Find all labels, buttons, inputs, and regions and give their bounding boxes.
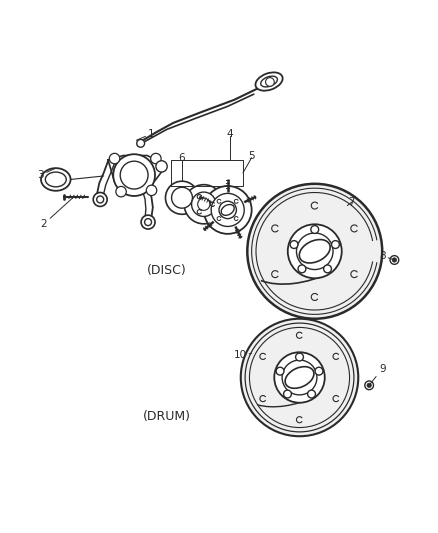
Circle shape [219, 201, 237, 219]
Circle shape [211, 193, 244, 227]
Circle shape [390, 256, 399, 264]
Circle shape [288, 224, 342, 278]
Circle shape [311, 225, 319, 233]
Circle shape [296, 353, 304, 361]
Text: 4: 4 [226, 129, 233, 139]
Circle shape [298, 265, 306, 273]
Circle shape [332, 240, 339, 248]
Circle shape [191, 192, 216, 216]
Circle shape [156, 161, 167, 172]
Text: (DRUM): (DRUM) [143, 410, 191, 423]
Text: 8: 8 [379, 251, 394, 261]
Text: 7: 7 [347, 197, 355, 207]
Ellipse shape [221, 205, 234, 215]
Circle shape [276, 367, 284, 375]
Circle shape [120, 161, 148, 189]
Circle shape [282, 360, 317, 395]
Circle shape [166, 181, 198, 214]
Text: 10: 10 [233, 350, 252, 360]
Polygon shape [108, 156, 162, 195]
Circle shape [184, 184, 223, 224]
Ellipse shape [41, 168, 71, 191]
Circle shape [151, 154, 161, 164]
Circle shape [198, 198, 210, 211]
Circle shape [204, 186, 252, 234]
Ellipse shape [255, 72, 283, 91]
Circle shape [392, 258, 396, 262]
Circle shape [265, 78, 274, 86]
Circle shape [137, 140, 145, 147]
Circle shape [141, 215, 155, 229]
Circle shape [97, 196, 104, 203]
Ellipse shape [299, 239, 330, 263]
Circle shape [113, 154, 155, 196]
Circle shape [367, 383, 371, 387]
Circle shape [297, 233, 333, 270]
Text: 6: 6 [179, 152, 185, 163]
Text: 3: 3 [37, 168, 56, 180]
Circle shape [247, 184, 382, 319]
Circle shape [241, 319, 358, 436]
Text: 5: 5 [248, 150, 255, 160]
Text: (DISC): (DISC) [147, 264, 187, 277]
Circle shape [110, 154, 120, 164]
Circle shape [315, 367, 323, 375]
Text: 2: 2 [41, 199, 72, 229]
Circle shape [172, 187, 192, 208]
Circle shape [290, 240, 298, 248]
Circle shape [145, 219, 152, 225]
Circle shape [365, 381, 374, 390]
Circle shape [93, 192, 107, 206]
Ellipse shape [46, 172, 66, 187]
Ellipse shape [285, 367, 314, 388]
Ellipse shape [261, 76, 277, 87]
Circle shape [146, 185, 157, 196]
Circle shape [116, 187, 126, 197]
Circle shape [307, 390, 315, 398]
Circle shape [324, 265, 332, 273]
Text: 9: 9 [369, 364, 385, 385]
Circle shape [274, 352, 325, 403]
Circle shape [283, 390, 291, 398]
Text: 1: 1 [136, 129, 155, 140]
